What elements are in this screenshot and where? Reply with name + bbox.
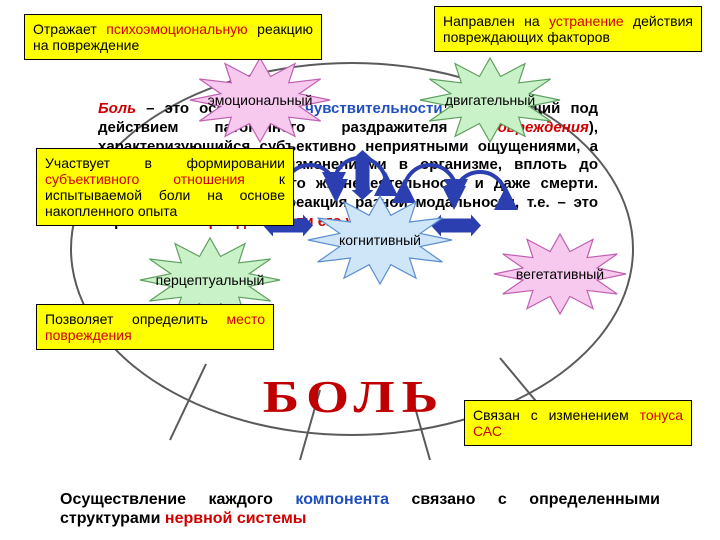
callout-c1: Отражает психоэмоциональную реакцию на п… [24,14,322,60]
callout-c4: Позволяет определить место повреждения [36,304,274,350]
burst-label-b1: эмоциональный [190,92,330,108]
burst-label-b3: когнитивный [308,232,452,248]
callout-c3: Участвует в формировании субъективного о… [36,148,294,226]
burst-b1: эмоциональный [190,58,330,142]
footer-text: Осуществление каждого компонента связано… [60,490,660,528]
burst-b3: когнитивный [308,196,452,284]
burst-label-b2: двигательный [420,92,560,108]
pain-title: БОЛЬ [263,370,446,423]
burst-b5: вегетативный [494,234,626,314]
burst-b2: двигательный [420,58,560,142]
burst-label-b5: вегетативный [494,266,626,282]
burst-label-b4: перцептуальный [140,272,280,288]
callout-c5: Связан с изменением тонуса САС [464,400,692,446]
callout-c2: Направлен на устранение действия поврежд… [434,6,702,52]
